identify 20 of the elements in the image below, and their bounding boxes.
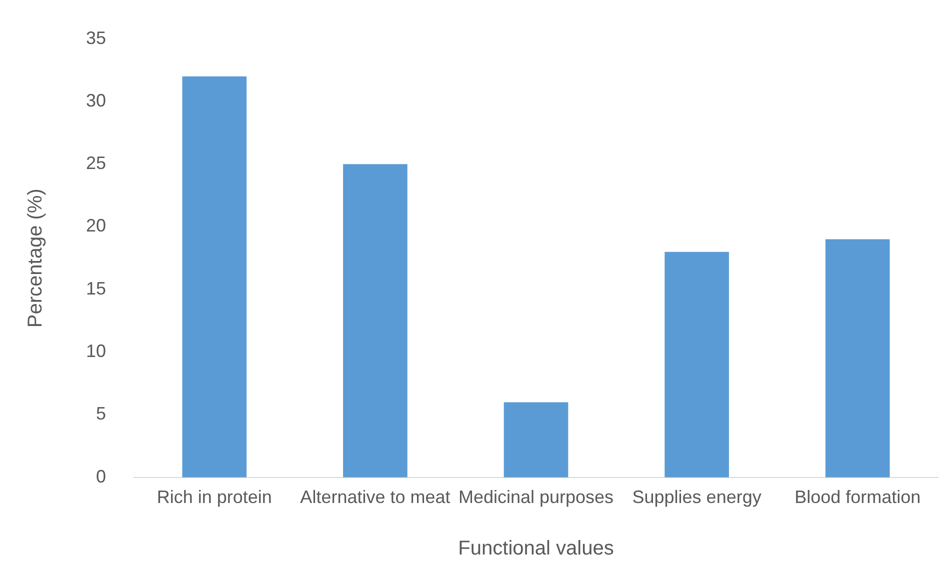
y-tick-label: 20: [86, 216, 106, 236]
y-tick-label: 15: [86, 278, 106, 298]
x-tick-label: Blood formation: [794, 487, 921, 508]
y-tick-label: 35: [86, 28, 106, 48]
y-tick-label: 25: [86, 153, 106, 174]
x-tick-label: Alternative to meat: [300, 487, 450, 508]
bar: [504, 402, 568, 478]
y-axis-title: Percentage (%): [24, 188, 47, 328]
y-tick-label: 30: [86, 90, 106, 110]
x-tick-label: Rich in protein: [156, 487, 272, 508]
y-tick-label: 0: [96, 466, 106, 486]
x-tick-label: Supplies energy: [632, 487, 762, 508]
bar: [825, 239, 890, 478]
x-tick-label: Medicinal purposes: [458, 487, 614, 508]
bar: [343, 164, 408, 478]
bar: [182, 76, 247, 478]
y-tick-label: 10: [86, 341, 106, 362]
y-tick-label: 5: [96, 404, 106, 424]
bar: [664, 252, 729, 478]
x-axis-title: Functional values: [458, 538, 614, 560]
